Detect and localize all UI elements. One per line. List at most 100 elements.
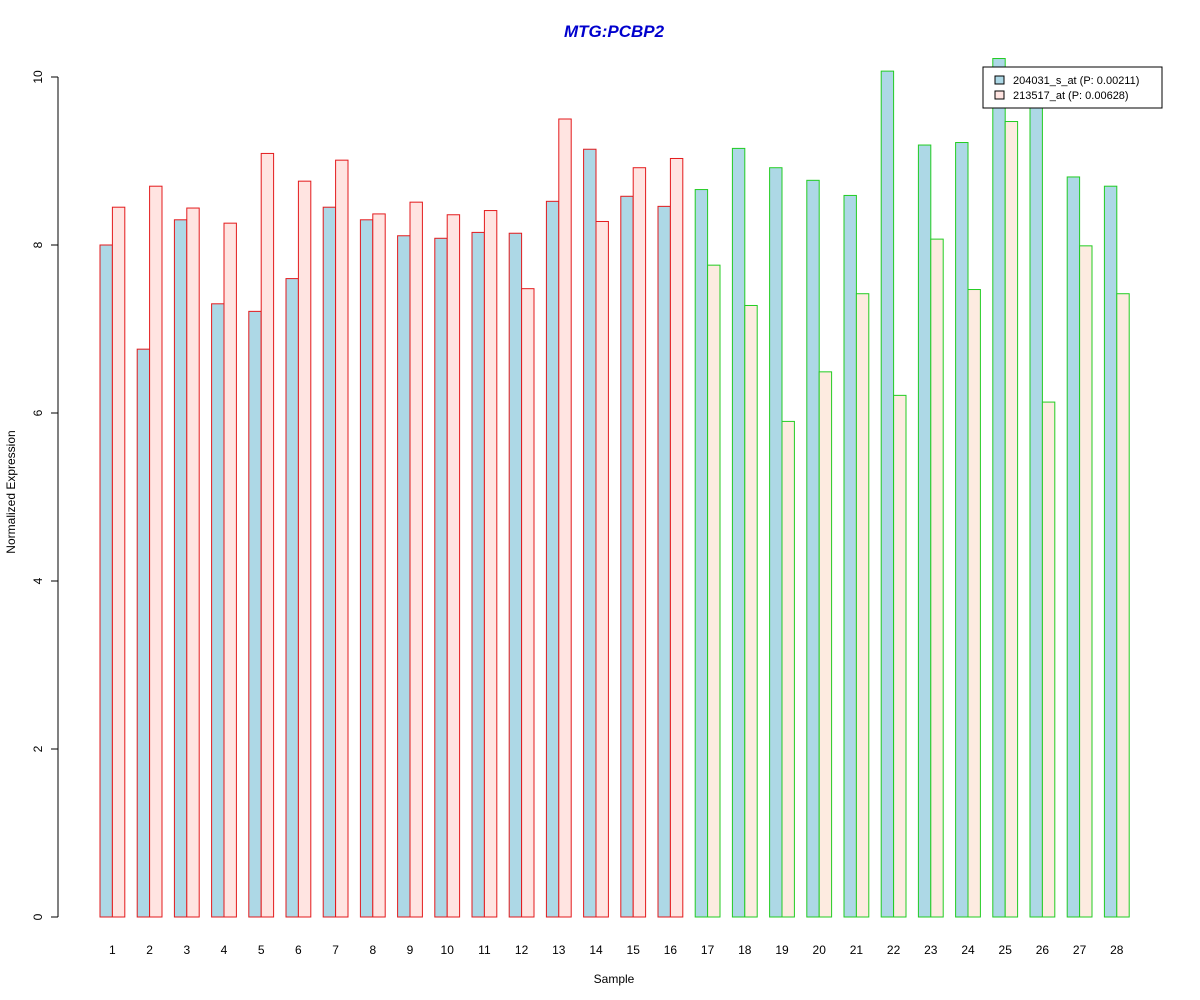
x-tick-label: 2 xyxy=(146,943,153,957)
bar-series-1-sample-23 xyxy=(917,144,932,918)
x-tick-label: 23 xyxy=(924,943,938,957)
legend-swatch-series-2 xyxy=(994,90,1005,100)
bar-series-1-sample-22 xyxy=(880,70,895,918)
bar-series-1-sample-11 xyxy=(471,231,485,918)
bar-series-2-sample-20 xyxy=(818,371,833,918)
bar-series-2-sample-8 xyxy=(372,213,386,918)
bar-series-1-sample-28 xyxy=(1103,185,1118,918)
x-tick-label: 11 xyxy=(478,943,491,957)
x-tick-label: 27 xyxy=(1073,943,1087,957)
bar-series-2-sample-19 xyxy=(781,420,795,918)
x-tick-label: 9 xyxy=(407,943,414,957)
bar-series-2-sample-22 xyxy=(893,394,907,918)
x-tick-label: 25 xyxy=(999,943,1013,957)
bar-series-2-sample-14 xyxy=(595,220,609,918)
bar-series-2-sample-24 xyxy=(967,289,981,918)
bar-series-2-sample-13 xyxy=(558,118,572,918)
bar-series-1-sample-1 xyxy=(99,244,113,918)
bar-series-1-sample-14 xyxy=(583,148,597,918)
bar-series-1-sample-25 xyxy=(992,58,1006,918)
x-tick-label: 16 xyxy=(664,943,678,957)
bar-series-2-sample-15 xyxy=(632,167,647,918)
bar-series-2-sample-16 xyxy=(669,157,684,918)
bar-series-1-sample-10 xyxy=(434,237,448,918)
bar-series-1-sample-3 xyxy=(173,219,188,918)
bar-series-1-sample-21 xyxy=(843,194,857,918)
bar-series-1-sample-7 xyxy=(322,206,337,918)
bar-series-1-sample-18 xyxy=(731,147,746,918)
bar-series-1-sample-6 xyxy=(285,278,299,918)
bar-series-2-sample-5 xyxy=(260,152,275,918)
bar-series-2-sample-4 xyxy=(223,222,237,918)
legend-box xyxy=(982,66,1163,109)
bar-series-1-sample-26 xyxy=(1029,76,1043,918)
bar-series-1-sample-4 xyxy=(211,303,225,918)
x-axis-label: Sample xyxy=(594,972,635,986)
x-tick-label: 19 xyxy=(775,943,789,957)
legend-swatch-series-1 xyxy=(994,75,1005,85)
y-tick-label: 0 xyxy=(31,913,45,920)
bar-series-1-sample-15 xyxy=(620,195,634,918)
bar-series-2-sample-11 xyxy=(483,210,498,918)
bar-series-2-sample-9 xyxy=(409,201,423,918)
chart-title: MTG:PCBP2 xyxy=(564,22,665,41)
y-tick-label: 8 xyxy=(31,241,45,248)
bar-series-1-sample-24 xyxy=(955,142,969,918)
bar-series-1-sample-17 xyxy=(694,189,709,918)
bar-series-2-sample-18 xyxy=(744,304,758,918)
x-tick-label: 17 xyxy=(701,943,715,957)
bar-series-2-sample-12 xyxy=(521,288,535,918)
bar-series-2-sample-25 xyxy=(1004,121,1019,918)
x-tick-label: 15 xyxy=(627,943,641,957)
x-tick-label: 1 xyxy=(109,943,116,957)
x-tick-label: 6 xyxy=(295,943,302,957)
bar-series-1-sample-20 xyxy=(806,179,820,918)
bar-series-2-sample-27 xyxy=(1079,245,1093,918)
y-axis-label: Normalized Expression xyxy=(4,430,18,553)
x-tick-label: 5 xyxy=(258,943,265,957)
bar-series-1-sample-5 xyxy=(248,310,262,918)
bar-series-1-sample-8 xyxy=(359,219,374,918)
bar-series-1-sample-16 xyxy=(657,205,671,918)
y-axis: 0 2 4 6 8 10 xyxy=(31,70,59,920)
x-tick-label: 8 xyxy=(369,943,376,957)
x-tick-labels: 1 2 3 4 5 6 7 8 9 10 11 12 13 14 15 16 17 18 19 20 21 22 23 24 2… xyxy=(109,943,1124,957)
bar-series-1-sample-27 xyxy=(1066,176,1081,918)
bar-series-2-sample-17 xyxy=(707,264,721,918)
bar-series-1-sample-19 xyxy=(769,167,783,918)
bar-series-2-sample-1 xyxy=(111,206,126,918)
x-tick-label: 28 xyxy=(1110,943,1124,957)
x-tick-label: 10 xyxy=(441,943,455,957)
x-tick-label: 14 xyxy=(589,943,603,957)
x-tick-label: 4 xyxy=(221,943,228,957)
x-tick-label: 20 xyxy=(813,943,827,957)
bars-layer xyxy=(99,58,1130,918)
bar-series-2-sample-21 xyxy=(855,293,870,918)
bar-series-2-sample-3 xyxy=(186,207,200,918)
bar-series-1-sample-9 xyxy=(397,235,411,918)
legend: 204031_s_at (P: 0.00211) 213517_at (P: 0… xyxy=(982,66,1163,109)
x-tick-label: 22 xyxy=(887,943,901,957)
x-tick-label: 18 xyxy=(738,943,752,957)
legend-label-series-2: 213517_at (P: 0.00628) xyxy=(1013,90,1129,102)
x-tick-label: 13 xyxy=(552,943,566,957)
bar-series-1-sample-12 xyxy=(508,232,523,918)
bar-series-2-sample-10 xyxy=(446,214,461,918)
bar-series-2-sample-23 xyxy=(930,238,944,918)
y-tick-label: 4 xyxy=(31,577,45,584)
y-tick-label: 6 xyxy=(31,409,45,416)
bar-series-2-sample-7 xyxy=(335,159,349,918)
x-tick-label: 26 xyxy=(1036,943,1050,957)
y-tick-label: 10 xyxy=(31,70,45,84)
x-tick-label: 3 xyxy=(183,943,190,957)
bar-series-2-sample-28 xyxy=(1116,293,1130,918)
bar-series-1-sample-2 xyxy=(136,348,151,918)
x-tick-label: 7 xyxy=(332,943,339,957)
x-tick-label: 24 xyxy=(961,943,975,957)
y-tick-label: 2 xyxy=(31,745,45,752)
bar-series-2-sample-26 xyxy=(1041,401,1056,918)
x-tick-label: 12 xyxy=(515,943,529,957)
legend-label-series-1: 204031_s_at (P: 0.00211) xyxy=(1013,75,1139,87)
x-tick-label: 21 xyxy=(850,943,864,957)
